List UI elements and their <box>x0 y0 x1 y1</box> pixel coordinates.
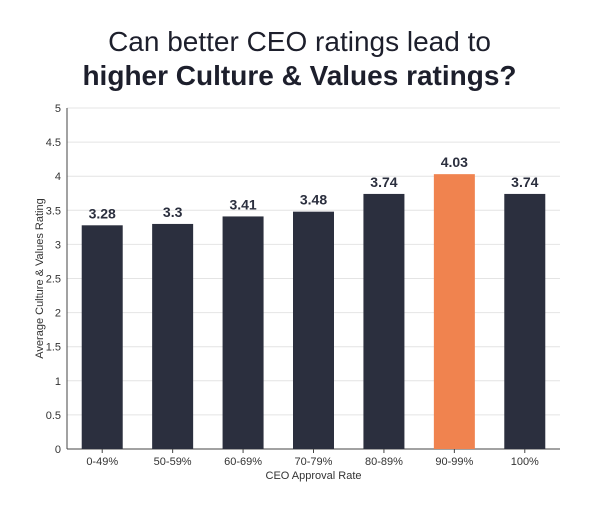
bar <box>222 216 264 449</box>
bar-value-label: 3.41 <box>229 196 256 212</box>
x-tick-label: 90-99% <box>435 456 473 468</box>
bar-value-label: 3.28 <box>89 205 116 221</box>
bar-value-label: 3.3 <box>163 204 183 220</box>
x-tick-label: 0-49% <box>86 456 118 468</box>
x-tick-label: 50-59% <box>154 456 192 468</box>
bar <box>152 223 194 449</box>
y-tick-label: 4 <box>55 171 61 183</box>
y-tick-label: 1 <box>55 376 61 388</box>
y-tick-label: 5 <box>55 103 61 115</box>
x-tick-label: 100% <box>511 456 539 468</box>
chart-title-line-2: higher Culture & Values ratings? <box>82 60 517 91</box>
y-tick-label: 0.5 <box>46 410 61 422</box>
y-axis-title: Average Culture & Values Rating <box>34 198 46 358</box>
x-axis-title: CEO Approval Rate <box>266 470 362 482</box>
y-tick-label: 1.5 <box>46 342 61 354</box>
y-tick-label: 2 <box>55 308 61 320</box>
bar-value-label: 4.03 <box>441 154 468 170</box>
y-tick-label: 2.5 <box>46 274 61 286</box>
y-tick-label: 4.5 <box>46 137 61 149</box>
x-tick-label: 60-69% <box>224 456 262 468</box>
bar <box>433 174 475 450</box>
bar-value-label: 3.48 <box>300 192 327 208</box>
bar-value-label: 3.74 <box>370 174 397 190</box>
y-tick-label: 3.5 <box>46 205 61 217</box>
bar <box>293 211 334 449</box>
y-tick-label: 3 <box>55 239 61 251</box>
x-tick-label: 70-79% <box>295 456 333 468</box>
bar <box>81 225 123 449</box>
y-tick-label: 0 <box>55 444 61 456</box>
chart-title-line-1: Can better CEO ratings lead to <box>108 26 491 57</box>
x-tick-label: 80-89% <box>365 456 403 468</box>
bar <box>363 193 405 449</box>
bar-value-label: 3.74 <box>511 174 538 190</box>
bar <box>504 193 546 449</box>
